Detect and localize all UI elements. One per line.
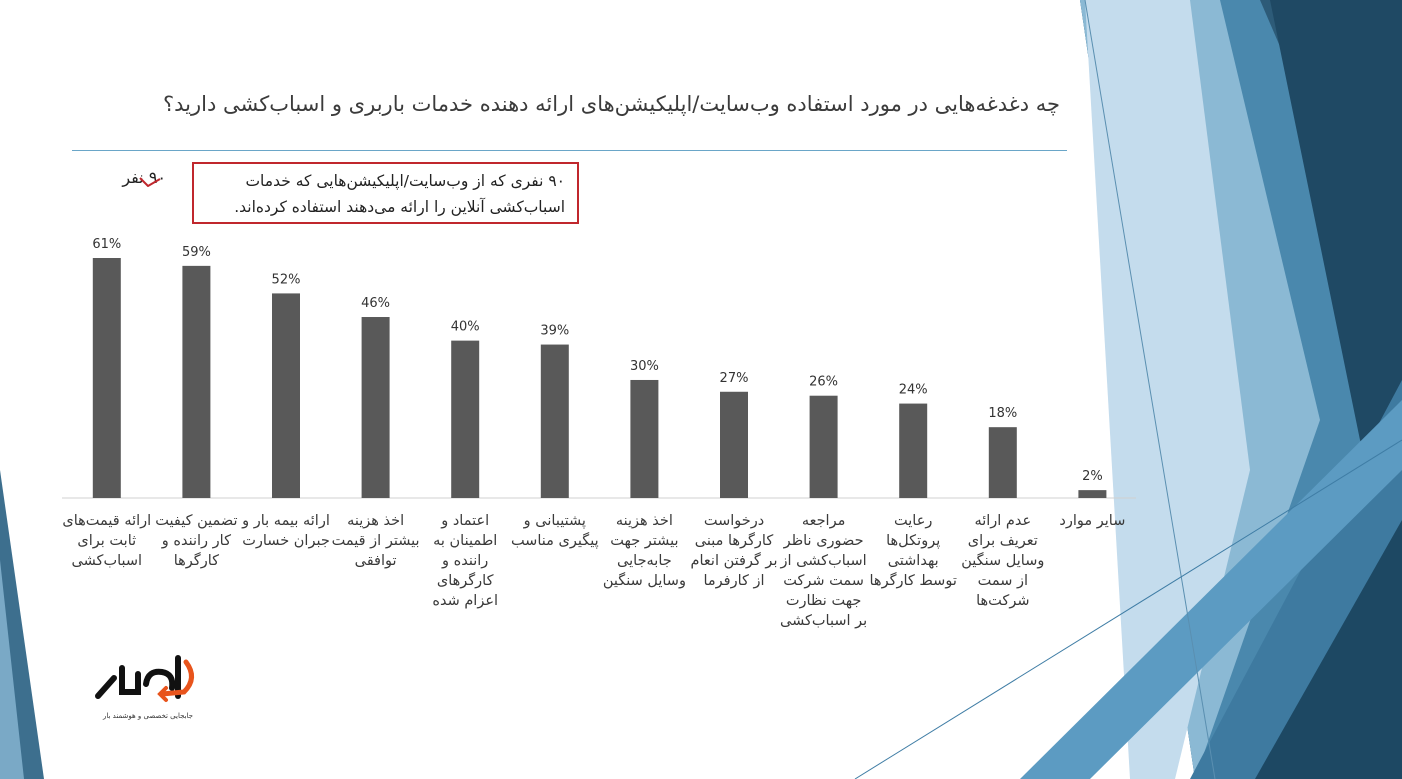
bar (451, 340, 480, 498)
logo-tagline: جابجایی تخصصی و هوشمند بار (102, 712, 194, 720)
category-label: درخواست کارگرها مبنی بر گرفتن انعام از ک… (690, 513, 778, 589)
category-label: مراجعه حضوری ناظر اسباب‌کشی از سمت شرکت … (779, 513, 868, 629)
bar (1078, 490, 1107, 498)
bar-value-label: 26% (809, 375, 838, 390)
bar (720, 391, 748, 498)
category-label: عدم ارائه تعریف برای وسایل سنگین از سمت … (961, 513, 1045, 609)
category-label: سایر موارد (1059, 513, 1126, 529)
bar-value-label: 30% (630, 359, 659, 374)
slide-title: چه دغدغه‌هایی در مورد استفاده وب‌سایت/اپ… (163, 92, 1060, 116)
category-label: اخذ هزینه بیشتر از قیمت توافقی (331, 513, 420, 569)
bar-value-label: 59% (182, 245, 211, 260)
sample-note: ۹۰ نفری که از وب‌سایت/اپلیکیشن‌هایی که خ… (192, 162, 579, 224)
title-divider (72, 150, 1067, 151)
bar (361, 317, 390, 498)
bar-value-label: 18% (988, 406, 1017, 421)
bar-value-label: 40% (451, 320, 480, 335)
bar (182, 265, 211, 498)
company-logo (95, 655, 194, 702)
bar-value-label: 61% (92, 237, 121, 252)
category-label: پشتیبانی و پیگیری مناسب (510, 513, 599, 549)
category-label: تضمین کیفیت کار راننده و کارگرها (155, 513, 238, 569)
category-label: ارائه بیمه بار و جبران خسارت (242, 513, 330, 549)
bar (809, 395, 838, 498)
bar-value-label: 2% (1082, 469, 1103, 484)
bar-value-label: 39% (540, 324, 569, 339)
category-label: رعایت پروتکل‌ها بهداشتی توسط کارگرها (869, 513, 957, 589)
category-label: اخذ هزینه بیشتر جهت جابه‌جایی وسایل سنگی… (602, 513, 686, 589)
bar (92, 258, 121, 498)
respondent-check-icon (139, 177, 161, 187)
category-label: ارائه قیمت‌های ثابت برای اسباب‌کشی (62, 513, 152, 569)
bar (540, 344, 569, 498)
bar-value-label: 24% (899, 383, 928, 398)
bar (630, 379, 659, 498)
bar-value-label: 46% (361, 296, 390, 311)
bar (899, 403, 928, 498)
bar (272, 293, 300, 498)
category-label: اعتماد و اطمینان به راننده و کارگرهای اع… (432, 513, 499, 609)
bar-value-label: 27% (720, 371, 749, 386)
bar (988, 427, 1017, 498)
bar-value-label: 52% (272, 272, 301, 287)
